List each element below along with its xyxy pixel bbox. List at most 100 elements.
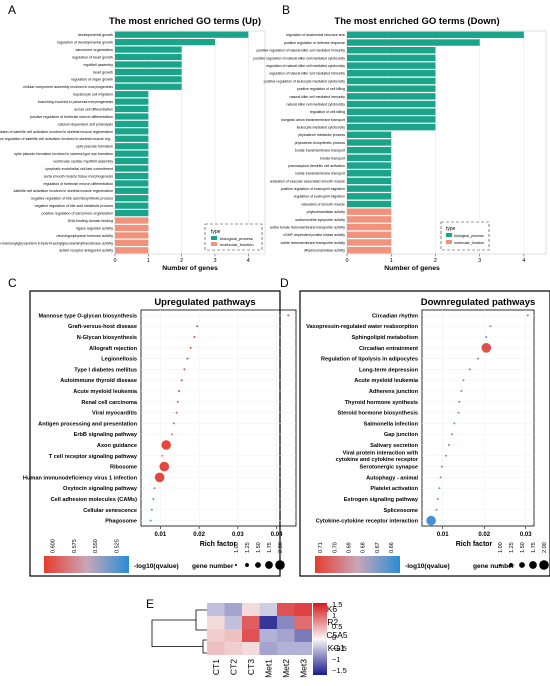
- a-category-label: regulation of developmental growth: [57, 41, 113, 45]
- a-bar: [115, 217, 149, 224]
- d-point: [447, 444, 450, 446]
- b-category-label: iodide transmembrane transport: [295, 172, 345, 176]
- a-bar: [115, 172, 149, 180]
- d-category-label: Serotonergic synapse: [360, 465, 418, 471]
- a-category-label: satellite cell activation involved in sk…: [14, 189, 113, 193]
- d-point: [435, 508, 438, 511]
- a-bar: [115, 113, 149, 120]
- d-tick-label: 0.03: [520, 532, 532, 538]
- c-point: [172, 422, 175, 425]
- d-category-label: Estrogen signaling pathway: [344, 497, 419, 503]
- a-category-label: heart growth: [93, 70, 113, 74]
- heatmap-colorbar-tick: 0: [332, 633, 336, 642]
- a-bar: [115, 135, 149, 142]
- d-size-legend-dot: [509, 563, 513, 567]
- b-bar: [347, 54, 436, 62]
- b-bar: [347, 177, 392, 185]
- chart-d-size-legend-title: gene number: [473, 563, 515, 570]
- b-category-label: regulation of eosinophil migration: [294, 195, 345, 199]
- c-point: [287, 314, 290, 317]
- d-point: [438, 487, 441, 490]
- a-bar: [115, 61, 182, 68]
- heatmap-row-label: PRKG1: [316, 643, 345, 653]
- d-color-tick: 0.68: [361, 542, 367, 553]
- heatmap-cell: [207, 629, 225, 642]
- chart-d-colorbar: [315, 556, 400, 573]
- c-point: [154, 472, 165, 483]
- b-bar: [347, 77, 436, 85]
- chart-d-outer-frame: [299, 290, 550, 577]
- d-category-label: Adherens junction: [369, 389, 419, 395]
- heatmap-column-label: Met1: [263, 659, 273, 678]
- a-category-label: aorta smooth muscle tissue morphogenesis: [44, 174, 114, 178]
- heatmap-colorbar-tick: 0.5: [332, 622, 342, 631]
- a-category-label: ligase regulator activity: [76, 226, 113, 230]
- c-point: [196, 325, 199, 328]
- chart-c-outer-frame: [29, 290, 281, 577]
- c-size-legend-dot: [245, 563, 249, 567]
- b-category-label: phytoalexin biosynthetic process: [295, 141, 346, 145]
- a-bar: [115, 46, 182, 53]
- d-category-label: Sphingolipid metabolism: [351, 335, 418, 341]
- c-category-label: Oxytocin signaling pathway: [63, 486, 138, 492]
- d-size-tick: 1.75: [531, 542, 537, 553]
- a-bar: [115, 120, 149, 128]
- d-category-label: Steroid hormone biosynthesis: [337, 411, 418, 417]
- c-point: [189, 346, 192, 349]
- a-bar: [115, 68, 182, 76]
- chart-d-color-legend: 0.71 0.70 0.69 0.68 0.67 0.66 -log10(qvalue): [315, 542, 450, 573]
- a-bar: [115, 128, 149, 135]
- chart-a-title: The most enriched GO terms (Up): [109, 16, 261, 27]
- b-bar: [347, 139, 392, 146]
- c-point: [177, 390, 180, 392]
- d-size-legend-dot: [539, 560, 549, 570]
- c-category-label: Viral myocarditis: [92, 411, 137, 417]
- b-tick-label: 0: [345, 258, 348, 264]
- d-point: [450, 433, 453, 436]
- c-point: [180, 379, 183, 382]
- b-category-label: inorganic anion transmembrane transport: [281, 118, 345, 122]
- heatmap-colorbar-tick: −1: [332, 655, 341, 664]
- a-category-label: neurohypophyseal hormone activity: [56, 234, 113, 238]
- b-bar: [347, 239, 392, 246]
- a-tick-label: 1: [147, 258, 150, 264]
- b-bar: [347, 46, 436, 54]
- c-point: [153, 487, 156, 490]
- d-category-label: Long-term depression: [359, 367, 419, 373]
- heatmap-cell: [294, 629, 312, 642]
- c-category-label: Graft-versus-host disease: [68, 324, 137, 330]
- d-point: [458, 400, 461, 403]
- d-size-tick: 1.25: [509, 542, 515, 553]
- b-category-label: sodium:iodide symporter activity: [295, 218, 345, 222]
- heatmap-colorbar-tick: 1: [332, 611, 336, 620]
- c-point: [193, 336, 196, 338]
- d-color-tick: 0.71: [318, 542, 324, 553]
- b-bar: [347, 116, 436, 123]
- b-bar: [347, 193, 392, 200]
- d-size-legend-dot: [519, 562, 525, 568]
- a-category-label: positive regulation of sarcomere organiz…: [41, 212, 113, 216]
- panel-label-e: E: [146, 597, 154, 611]
- b-category-label: regulation of natural killer cell mediat…: [266, 64, 345, 68]
- b-category-label: active borate transmembrane transporter …: [270, 225, 345, 229]
- c-point: [159, 461, 170, 472]
- d-tick-label: 0.02: [478, 532, 490, 538]
- d-point: [481, 343, 492, 353]
- heatmap-row-label: SLC5A5: [316, 630, 348, 640]
- a-category-label: optic placode formation: [76, 145, 113, 149]
- heatmap-column-label: Met3: [298, 659, 308, 678]
- d-tick-label: 0.01: [437, 532, 449, 538]
- b-bar: [347, 31, 524, 39]
- a-bar: [115, 157, 149, 165]
- b-tick-label: 3: [478, 258, 481, 264]
- b-category-label: phytoceramidase activity: [307, 210, 346, 214]
- c-size-tick: 1.00: [234, 542, 240, 553]
- heatmap-dendrogram: [151, 609, 207, 654]
- heatmap-column-label: Met2: [281, 659, 291, 678]
- heatmap-cell: [259, 642, 277, 655]
- heatmap-cell: [242, 629, 260, 642]
- b-category-label: dihydroceramidase activity: [304, 249, 345, 253]
- a-bar: [115, 98, 149, 105]
- c-size-legend-dot: [265, 561, 273, 569]
- b-category-label: plasmacytoid dendritic cell activation: [288, 164, 345, 168]
